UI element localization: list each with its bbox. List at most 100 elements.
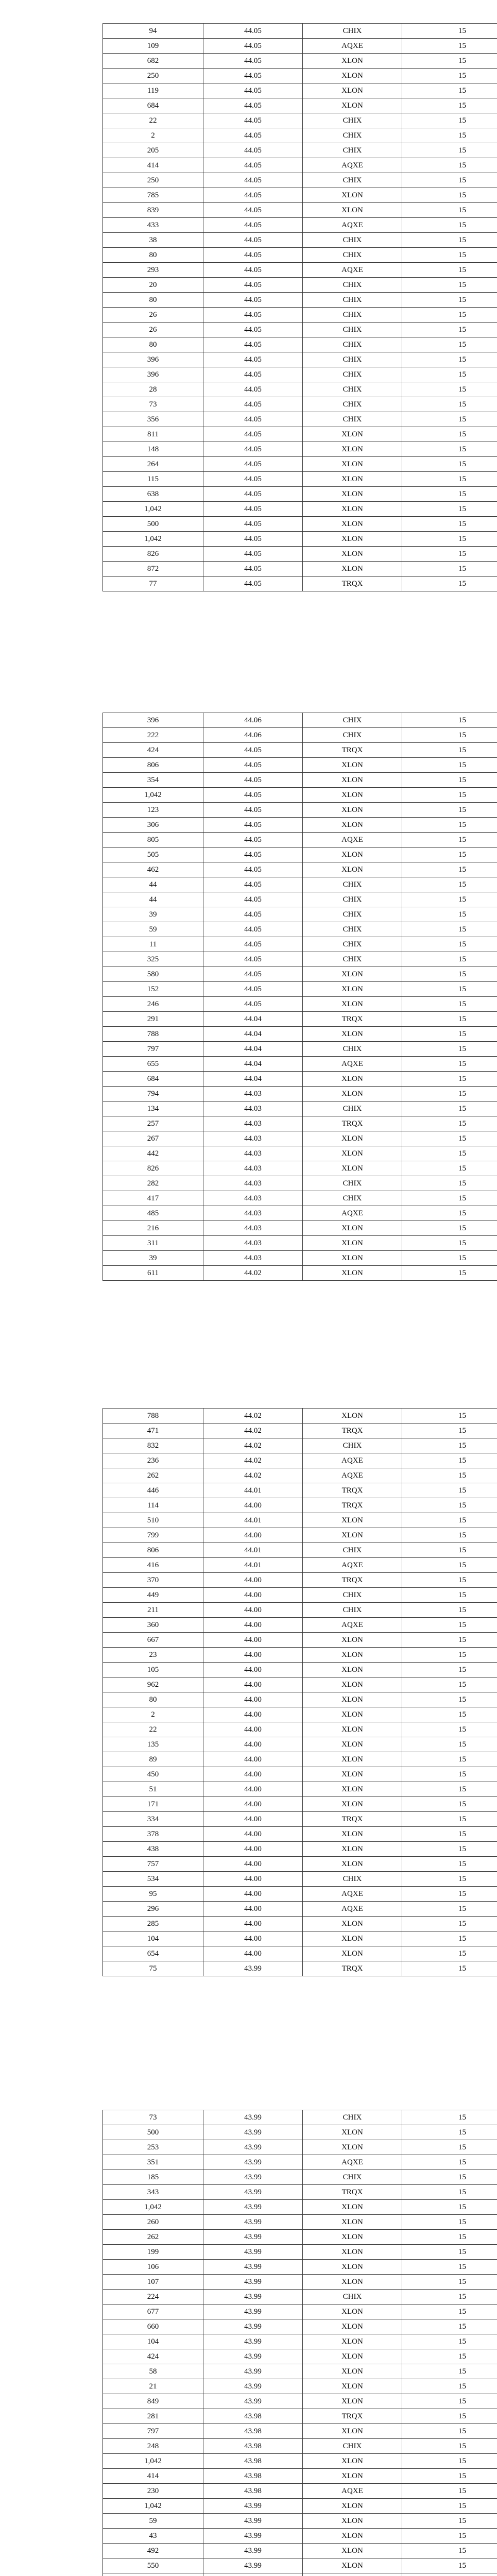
cell-price: 43.99: [203, 2199, 303, 2215]
cell-price: 44.02: [203, 1453, 303, 1468]
table-row: 222 44.06 CHIX 15: [102, 727, 497, 743]
cell-time: 15: [402, 1161, 497, 1176]
cell-shares: 281: [102, 2409, 203, 2424]
table-row: 104 44.00 XLON 15: [102, 1931, 497, 1946]
cell-time: 15: [402, 128, 497, 143]
cell-venue: XLON: [302, 981, 402, 997]
cell-price: 43.99: [203, 2319, 303, 2334]
cell-venue: XLON: [302, 83, 402, 98]
cell-price: 44.00: [203, 1528, 303, 1543]
cell-shares: 123: [102, 802, 203, 818]
cell-shares: 414: [102, 158, 203, 173]
cell-time: 15: [402, 981, 497, 997]
cell-price: 44.05: [203, 576, 303, 591]
cell-venue: XLON: [302, 2125, 402, 2140]
cell-venue: XLON: [302, 817, 402, 833]
cell-venue: XLON: [302, 2259, 402, 2275]
cell-price: 44.03: [203, 1235, 303, 1251]
table-row: 849 43.99 XLON 15: [102, 2394, 497, 2409]
cell-shares: 799: [102, 1528, 203, 1543]
cell-time: 15: [402, 1931, 497, 1946]
cell-venue: XLON: [302, 2140, 402, 2155]
cell-venue: XLON: [302, 68, 402, 83]
cell-price: 44.03: [203, 1221, 303, 1236]
cell-price: 44.03: [203, 1101, 303, 1116]
cell-shares: 107: [102, 2274, 203, 2290]
cell-price: 43.99: [203, 2244, 303, 2260]
cell-shares: 135: [102, 1737, 203, 1752]
cell-price: 44.00: [203, 1498, 303, 1513]
cell-shares: 872: [102, 561, 203, 577]
cell-price: 43.99: [203, 2289, 303, 2304]
cell-time: 15: [402, 188, 497, 203]
cell-price: 43.99: [203, 2140, 303, 2155]
cell-time: 15: [402, 382, 497, 397]
cell-shares: 396: [102, 352, 203, 367]
cell-venue: CHIX: [302, 907, 402, 922]
cell-venue: TRQX: [302, 1961, 402, 1976]
table-row: 39 44.03 XLON 15: [102, 1250, 497, 1266]
cell-shares: 73: [102, 2110, 203, 2125]
cell-price: 44.00: [203, 1916, 303, 1931]
cell-shares: 500: [102, 2125, 203, 2140]
cell-shares: 356: [102, 412, 203, 427]
cell-price: 44.05: [203, 907, 303, 922]
table-row: 325 44.05 CHIX 15: [102, 952, 497, 967]
table-row: 94 44.05 CHIX 15: [102, 23, 497, 39]
cell-time: 15: [402, 367, 497, 382]
cell-shares: 325: [102, 952, 203, 967]
cell-time: 15: [402, 1543, 497, 1558]
table-row: 114 44.00 TRQX 15: [102, 1498, 497, 1513]
table-row: 446 44.01 TRQX 15: [102, 1483, 497, 1498]
cell-time: 15: [402, 1056, 497, 1072]
cell-shares: 95: [102, 1886, 203, 1902]
cell-shares: 185: [102, 2170, 203, 2185]
table-row: 654 44.00 XLON 15: [102, 1946, 497, 1961]
cell-venue: XLON: [302, 516, 402, 532]
table-row: 262 44.02 AQXE 15: [102, 1468, 497, 1483]
cell-shares: 26: [102, 322, 203, 337]
cell-venue: XLON: [302, 2364, 402, 2379]
cell-price: 44.00: [203, 1856, 303, 1872]
cell-venue: CHIX: [302, 1438, 402, 1453]
cell-time: 15: [402, 412, 497, 427]
cell-time: 15: [402, 1468, 497, 1483]
cell-price: 44.05: [203, 382, 303, 397]
table-row: 396 44.05 CHIX 15: [102, 352, 497, 367]
cell-time: 15: [402, 1886, 497, 1902]
cell-time: 15: [402, 1453, 497, 1468]
cell-price: 44.05: [203, 456, 303, 472]
cell-venue: XLON: [302, 1692, 402, 1707]
table-row: 449 44.00 CHIX 15: [102, 1587, 497, 1603]
cell-time: 15: [402, 352, 497, 367]
cell-shares: 236: [102, 1453, 203, 1468]
cell-time: 15: [402, 1250, 497, 1266]
cell-shares: 684: [102, 98, 203, 113]
table-row: 424 43.99 XLON 15: [102, 2349, 497, 2364]
cell-venue: TRQX: [302, 1498, 402, 1513]
cell-venue: XLON: [302, 1916, 402, 1931]
cell-venue: AQXE: [302, 832, 402, 848]
cell-time: 15: [402, 427, 497, 442]
cell-time: 15: [402, 1961, 497, 1976]
cell-venue: XLON: [302, 442, 402, 457]
cell-venue: AQXE: [302, 1557, 402, 1573]
cell-shares: 51: [102, 1782, 203, 1797]
cell-shares: 104: [102, 1931, 203, 1946]
cell-venue: XLON: [302, 1946, 402, 1961]
table-row: 550 43.99 XLON 15: [102, 2558, 497, 2573]
cell-venue: CHIX: [302, 382, 402, 397]
cell-price: 43.99: [203, 2379, 303, 2394]
table-row: 785 44.05 XLON 15: [102, 188, 497, 203]
cell-time: 15: [402, 2543, 497, 2558]
cell-venue: XLON: [302, 2304, 402, 2319]
cell-shares: 262: [102, 2229, 203, 2245]
cell-time: 15: [402, 232, 497, 248]
cell-venue: TRQX: [302, 2184, 402, 2200]
cell-price: 44.05: [203, 143, 303, 158]
cell-shares: 44: [102, 892, 203, 907]
cell-shares: 785: [102, 188, 203, 203]
cell-shares: 424: [102, 2349, 203, 2364]
table-row: 293 44.05 AQXE 15: [102, 262, 497, 278]
table-row: 485 44.03 AQXE 15: [102, 1206, 497, 1221]
